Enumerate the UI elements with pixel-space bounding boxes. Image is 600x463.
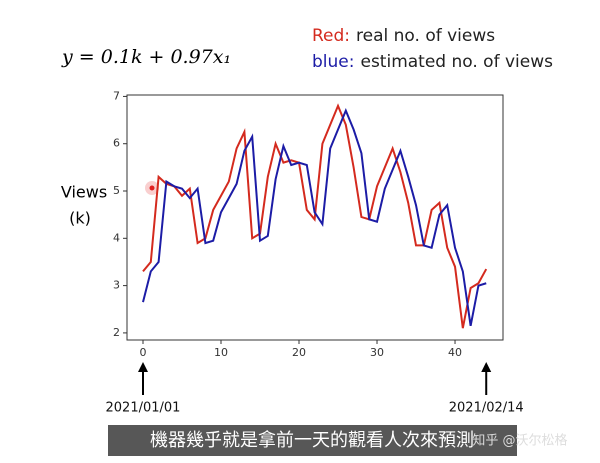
annotation-label: 2021/02/14 [449,401,524,416]
y-label: (k) [69,209,91,228]
series-line [142,107,487,327]
legend-key: Red: [312,26,350,46]
caption-box [108,425,517,456]
y-label: Views [61,183,107,202]
y-tick-label: 2 [113,326,120,339]
series-line [142,103,488,329]
legend-key: blue: [312,52,354,72]
arrow-head [481,362,492,372]
caption: 機器幾乎就是拿前一天的觀看人次來預測 [150,429,474,451]
x-tick-label: 20 [292,346,306,359]
arrow-head [137,362,148,372]
y-tick-label: 4 [113,231,120,244]
y-tick-label: 7 [113,89,120,102]
plot-frame [126,94,504,341]
watermark: 知乎 @沃尔松格 [472,433,567,449]
formula: y = 0.1k + 0.97x₁ [61,46,231,68]
pointer [149,185,155,191]
x-tick-label: 40 [448,346,462,359]
y-tick-label: 3 [113,279,120,292]
x-tick-label: 10 [214,346,228,359]
legend-entry: blue: estimated no. of views [312,52,553,72]
legend-entry: Red: real no. of views [312,26,495,46]
legend-label: estimated no. of views [360,52,553,72]
y-tick-label: 5 [113,184,120,197]
annotation-label: 2021/01/01 [106,401,181,416]
x-tick-label: 0 [139,346,146,359]
legend-label: real no. of views [356,26,495,46]
y-tick-label: 6 [113,137,120,150]
x-tick-label: 30 [370,346,384,359]
